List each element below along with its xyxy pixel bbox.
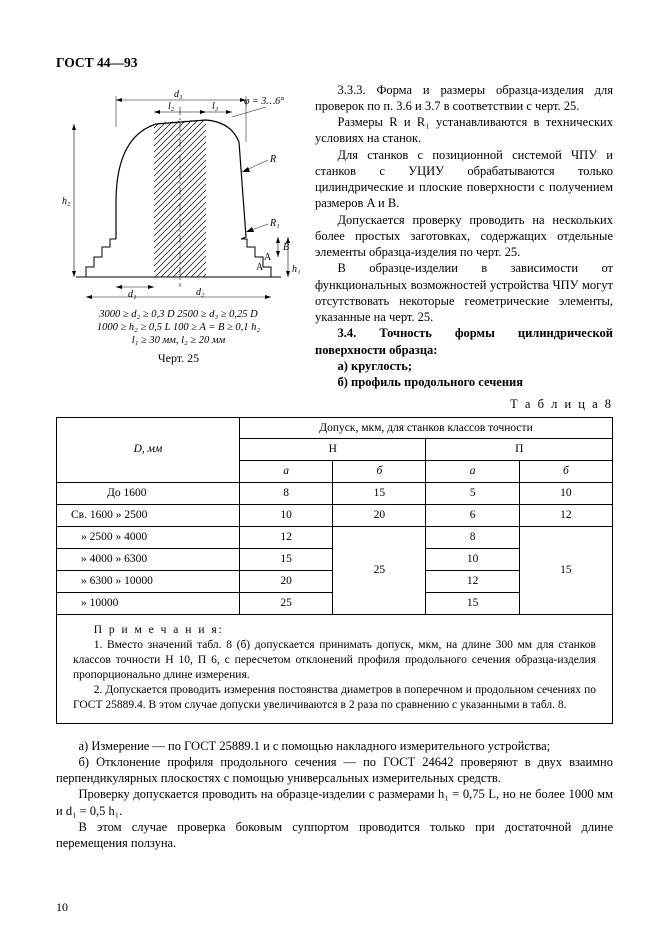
svg-text:d₃: d₃ [174, 89, 183, 100]
para-dep: В образце-изделии в зависимости от функц… [315, 260, 613, 325]
svg-text:A: A [264, 252, 272, 263]
svg-text:h₁: h₁ [292, 264, 300, 275]
after-c: Проверку допускается проводить на образц… [56, 786, 613, 819]
para-allow: Допускается проверку проводить на нескол… [315, 212, 613, 261]
th-hb: б [333, 461, 426, 483]
para-cnc: Для станков с позиционной системой ЧПУ и… [315, 147, 613, 212]
para-333: 3.3.3. Форма и размеры образца-изделия д… [315, 82, 613, 115]
doc-id: ГОСТ 44—93 [56, 54, 613, 72]
para-34: 3.4. Точность формы цилиндрической повер… [315, 325, 613, 358]
svg-text:R: R [269, 154, 276, 165]
svg-text:φ = 3…6°: φ = 3…6° [244, 96, 284, 107]
note-1: 1. Вместо значений табл. 8 (б) допускает… [73, 638, 596, 683]
figure-label: Черт. 25 [56, 351, 301, 367]
para-r: Размеры R и R₁ устанавливаются в техниче… [315, 114, 613, 147]
svg-text:R₁: R₁ [269, 218, 280, 229]
th-top: Допуск, мкм, для станков классов точност… [240, 417, 613, 439]
table-row: » 2500 » 4000 12 25 8 15 [57, 527, 613, 549]
note-2: 2. Допускается проводить измерения посто… [73, 683, 596, 713]
after-a: а) Измерение — по ГОСТ 25889.1 и с помощ… [56, 738, 613, 754]
after-b: б) Отклонение профиля продольного сечени… [56, 754, 613, 787]
tolerance-table: D, мм Допуск, мкм, для станков классов т… [56, 417, 613, 615]
table-8-label: Т а б л и ц а 8 [56, 396, 613, 412]
page-number: 10 [56, 900, 68, 916]
th-ha: а [240, 461, 333, 483]
svg-text:d₁: d₁ [128, 289, 136, 300]
two-column-region: d₃ l₂ l₃ φ = 3…6° R R₁ [56, 82, 613, 391]
th-h: Н [240, 439, 426, 461]
svg-text:h₂: h₂ [62, 196, 71, 207]
th-d: D, мм [134, 443, 163, 455]
after-d: В этом случае проверка боковым суппортом… [56, 819, 613, 852]
svg-text:A: A [256, 262, 264, 273]
svg-text:l₃: l₃ [212, 101, 219, 112]
para-34a: а) круглость; [315, 358, 613, 374]
th-pb: б [519, 461, 612, 483]
figure-25: d₃ l₂ l₃ φ = 3…6° R R₁ [56, 82, 301, 302]
table-row: Св. 1600 » 2500 1020 612 [57, 505, 613, 527]
th-p: П [426, 439, 613, 461]
text-column: 3.3.3. Форма и размеры образца-изделия д… [315, 82, 613, 391]
th-pa: а [426, 461, 519, 483]
table-notes: П р и м е ч а н и я: 1. Вместо значений … [56, 615, 613, 724]
notes-head: П р и м е ч а н и я: [94, 624, 224, 636]
para-34b: б) профиль продольного сечения [315, 374, 613, 390]
table-row: До 1600 815 510 [57, 483, 613, 505]
svg-text:l₂: l₂ [168, 101, 175, 112]
svg-text:d₂: d₂ [196, 287, 205, 298]
figure-formula: 3000 ≥ d₂ ≥ 0,3 D 2500 ≥ d₃ ≥ 0,25 D 100… [56, 308, 301, 347]
figure-column: d₃ l₂ l₃ φ = 3…6° R R₁ [56, 82, 301, 391]
